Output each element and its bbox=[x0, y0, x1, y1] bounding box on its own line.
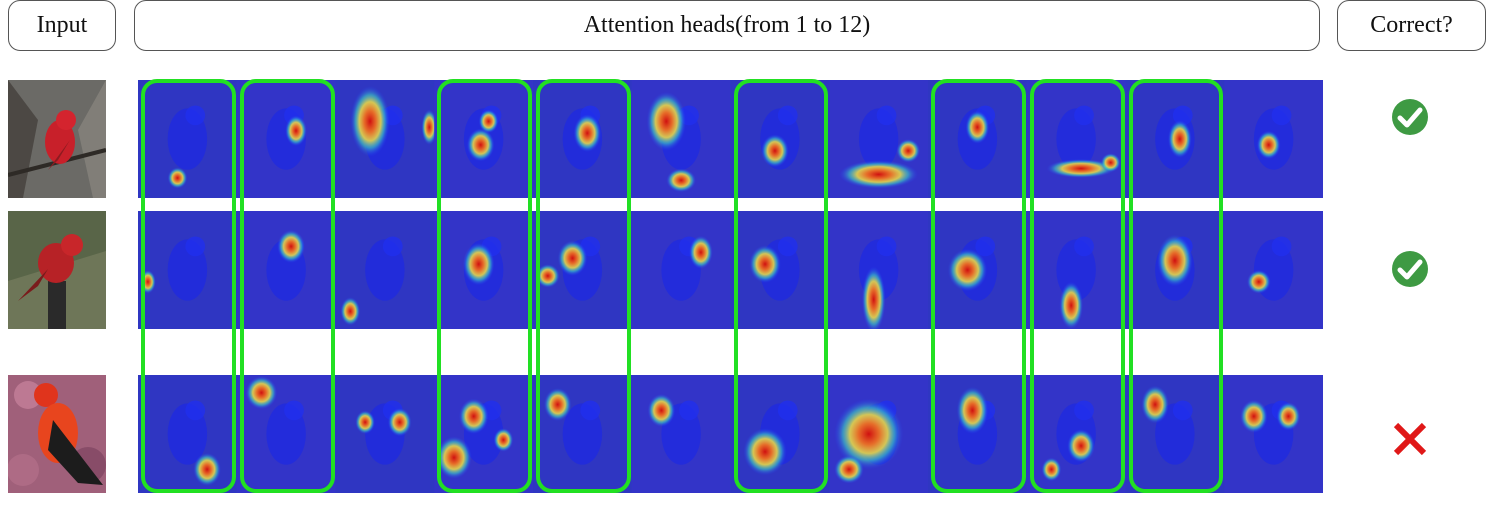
head-6-bird-head bbox=[679, 400, 699, 421]
head-2-hotspot-1 bbox=[277, 229, 305, 263]
head-4-hotspot-2 bbox=[436, 436, 472, 479]
head-7-hotspot-1 bbox=[761, 134, 789, 168]
head-8-hotspot-1 bbox=[861, 266, 886, 329]
bird-image-2 bbox=[8, 211, 106, 329]
head-10-bird-head bbox=[1074, 105, 1094, 126]
input-image-row-3 bbox=[8, 375, 106, 493]
head-1-hotspot-1 bbox=[193, 452, 221, 486]
head-12-hotspot-1 bbox=[1256, 130, 1281, 160]
head-4-hotspot-3 bbox=[493, 428, 514, 452]
head-3-hotspot-2 bbox=[421, 109, 438, 145]
head-3-hotspot-2 bbox=[355, 410, 375, 434]
head-3-bird-head bbox=[382, 236, 403, 257]
head-5-hotspot-1 bbox=[543, 387, 572, 422]
head-10-hotspot-1 bbox=[1067, 429, 1095, 463]
head-1-bird-head bbox=[185, 105, 206, 126]
head-8-hotspot-2 bbox=[834, 455, 864, 484]
head-9-hotspot-1 bbox=[947, 248, 988, 292]
head-7-bird-head bbox=[777, 105, 798, 126]
head-12-bird-head bbox=[1271, 105, 1292, 126]
head-11-bird-head bbox=[1172, 400, 1193, 421]
input-image-row-2 bbox=[8, 211, 106, 329]
head-4-hotspot-1 bbox=[466, 128, 495, 162]
head-10-hotspot-1 bbox=[1046, 159, 1116, 178]
head-9-bird-head bbox=[975, 236, 996, 257]
head-2-hotspot-1 bbox=[285, 115, 307, 147]
head-1-bird-head bbox=[185, 400, 206, 421]
check-icon-row-1 bbox=[1392, 99, 1428, 135]
attention-strip-row-2 bbox=[138, 211, 1323, 329]
head-7-bird-head bbox=[777, 236, 798, 257]
head-1-bird-head bbox=[185, 236, 206, 257]
head-6-hotspot-1 bbox=[646, 91, 687, 151]
check-icon-row-2 bbox=[1392, 251, 1428, 287]
head-10-bird-head bbox=[1074, 400, 1094, 421]
head-8-bird-head bbox=[876, 105, 897, 126]
head-11-hotspot-1 bbox=[1157, 234, 1193, 287]
head-7-hotspot-1 bbox=[749, 245, 781, 283]
head-12-hotspot-2 bbox=[1276, 402, 1301, 431]
cross-icon-row-3 bbox=[1393, 422, 1427, 456]
head-3-hotspot-1 bbox=[350, 85, 390, 157]
head-12-hotspot-1 bbox=[1246, 270, 1271, 294]
head-2-hotspot-1 bbox=[245, 376, 278, 410]
attention-strip-row-3 bbox=[138, 375, 1323, 493]
head-2-bird-head bbox=[284, 400, 304, 421]
attention-heads-header: Attention heads(from 1 to 12) bbox=[134, 0, 1320, 51]
head-11-bird-head bbox=[1172, 105, 1193, 126]
head-10-hotspot-2 bbox=[1041, 457, 1062, 482]
head-8-hotspot-1 bbox=[839, 160, 919, 189]
head-4-hotspot-1 bbox=[458, 398, 489, 434]
bird-image-3 bbox=[8, 375, 106, 493]
head-1-hotspot-1 bbox=[139, 270, 156, 294]
head-11-hotspot-1 bbox=[1167, 120, 1192, 158]
head-4-hotspot-2 bbox=[478, 109, 499, 134]
head-8-bird-head bbox=[876, 236, 897, 257]
head-10-bird-head bbox=[1074, 236, 1094, 257]
head-9-hotspot-1 bbox=[965, 110, 990, 144]
head-6-hotspot-2 bbox=[666, 168, 696, 193]
head-12-hotspot-1 bbox=[1240, 399, 1268, 433]
head-5-hotspot-1 bbox=[573, 114, 602, 152]
head-5-hotspot-2 bbox=[557, 240, 588, 276]
head-12-bird-head bbox=[1271, 236, 1292, 257]
bird-image-1 bbox=[8, 80, 106, 198]
head-6-hotspot-1 bbox=[689, 235, 713, 269]
head-11-hotspot-1 bbox=[1141, 385, 1169, 424]
input-header: Input bbox=[8, 0, 116, 51]
head-5-bird-head bbox=[580, 400, 601, 421]
head-3-hotspot-1 bbox=[387, 408, 412, 437]
head-3-hotspot-1 bbox=[340, 297, 361, 326]
head-8-hotspot-2 bbox=[896, 139, 921, 163]
correct-header: Correct? bbox=[1337, 0, 1486, 51]
attention-strip-row-1 bbox=[138, 80, 1323, 198]
head-7-hotspot-1 bbox=[743, 428, 787, 476]
head-10-hotspot-1 bbox=[1059, 281, 1084, 329]
head-6-hotspot-1 bbox=[647, 393, 676, 427]
head-9-hotspot-1 bbox=[956, 386, 989, 434]
head-8-hotspot-1 bbox=[834, 398, 904, 470]
input-image-row-1 bbox=[8, 80, 106, 198]
head-10-hotspot-2 bbox=[1100, 153, 1121, 173]
head-5-hotspot-1 bbox=[535, 264, 560, 288]
head-4-hotspot-1 bbox=[462, 242, 495, 286]
head-7-bird-head bbox=[777, 400, 798, 421]
head-1-hotspot-1 bbox=[167, 167, 188, 189]
